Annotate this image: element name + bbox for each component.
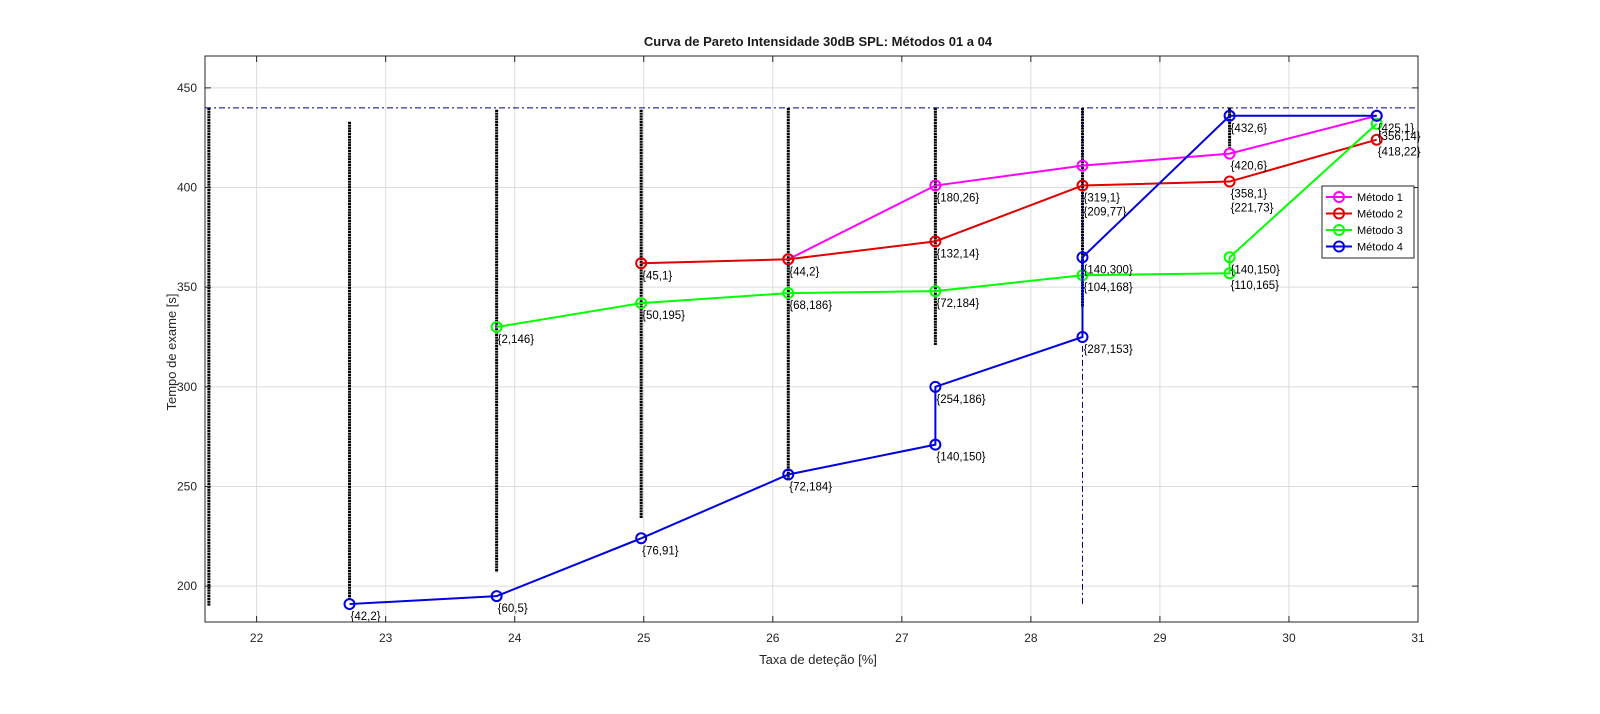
x-tick-label: 26	[766, 631, 780, 645]
series-marker	[1370, 133, 1383, 146]
series-marker	[929, 235, 942, 248]
data-label: {104,168}	[1083, 282, 1132, 294]
x-tick-label: 24	[508, 631, 522, 645]
data-label: {140,150}	[1231, 264, 1280, 276]
data-label: {356,14}	[1378, 131, 1421, 143]
data-label: {44,2}	[789, 266, 819, 278]
data-label: {432,6}	[1231, 123, 1268, 135]
x-tick-label: 23	[379, 631, 393, 645]
series-marker	[1223, 267, 1236, 280]
legend-entry: Método 1	[1357, 192, 1403, 204]
series-marker	[1370, 109, 1383, 122]
series-marker	[1076, 251, 1089, 264]
data-label: {418,22}	[1378, 147, 1421, 159]
series-marker	[1076, 331, 1089, 344]
data-label: {180,26}	[936, 193, 979, 205]
series-marker	[343, 598, 356, 611]
series-marker	[635, 297, 648, 310]
series-marker	[1223, 147, 1236, 160]
data-label: {60,5}	[498, 603, 528, 615]
data-label: {254,186}	[936, 394, 985, 406]
series-marker	[1370, 117, 1383, 130]
series-line	[349, 114, 1377, 606]
data-label: {45,1}	[642, 270, 672, 282]
data-label: {420,6}	[1231, 161, 1268, 173]
x-tick-label: 25	[637, 631, 651, 645]
data-label: {68,186}	[789, 300, 832, 312]
legend-marker	[1333, 240, 1345, 253]
point-labels: {180,26} {420,6} {425,1} {45,1} {44,2} {132,1…	[351, 123, 1421, 623]
data-label: {2,146}	[498, 334, 535, 346]
series-marker	[1223, 175, 1236, 188]
x-tick-label: 29	[1153, 631, 1167, 645]
x-tick-label: 22	[250, 631, 264, 645]
y-tick-label: 400	[177, 181, 197, 195]
series-marker	[490, 590, 503, 603]
series-lines	[343, 109, 1383, 611]
data-label: {132,14}	[936, 248, 979, 260]
series-marker	[1076, 159, 1089, 172]
series-marker	[1223, 109, 1236, 122]
plot-area	[205, 56, 1418, 622]
x-tick-label: 28	[1024, 631, 1038, 645]
y-tick-label: 200	[177, 579, 197, 593]
data-label: {358,1}	[1231, 189, 1268, 201]
series-marker	[635, 257, 648, 270]
legend-entry: Método 2	[1357, 209, 1403, 221]
data-label: {76,91}	[642, 545, 679, 557]
series-line	[787, 114, 1377, 261]
series-marker	[635, 532, 648, 545]
series-marker	[782, 468, 795, 481]
legend-marker	[1333, 224, 1345, 236]
data-label: {140,300}	[1083, 264, 1132, 276]
data-label: {319,1}	[1083, 193, 1120, 205]
data-label: {140,150}	[936, 452, 985, 464]
y-tick-label: 450	[177, 81, 197, 95]
data-label: {425,1}	[1378, 123, 1415, 135]
y-tick-label: 300	[177, 380, 197, 394]
axis-ticks: 22 23 24 25 26 27 28 29 30 31 200 250 300 350 400 450	[177, 56, 1425, 645]
reference-lines	[205, 107, 1418, 607]
data-label: {42,2}	[351, 611, 381, 623]
data-label: {50,195}	[642, 310, 685, 322]
series-marker	[929, 438, 942, 451]
data-label: {287,153}	[1083, 344, 1132, 356]
series-marker	[782, 287, 795, 300]
legend-entry: Método 3	[1357, 225, 1403, 237]
x-tick-label: 31	[1411, 631, 1425, 645]
data-label: {110,165}	[1231, 280, 1280, 292]
series-line	[641, 138, 1377, 265]
series-line	[496, 123, 1378, 329]
y-tick-label: 350	[177, 280, 197, 294]
legend-marker	[1333, 191, 1345, 203]
series-marker	[1223, 251, 1236, 264]
legend: Método 1 Método 2 Método 3 Método 4	[1321, 185, 1415, 259]
data-label: {209,77}	[1083, 207, 1126, 219]
data-label: {221,73}	[1231, 203, 1274, 215]
x-tick-label: 30	[1282, 631, 1296, 645]
legend-entry: Método 4	[1357, 242, 1403, 254]
x-tick-label: 27	[895, 631, 909, 645]
data-label: {72,184}	[789, 482, 832, 494]
series-marker	[490, 321, 503, 334]
x-axis-label: Taxa de deteção [%]	[759, 652, 877, 667]
data-label: {72,184}	[936, 298, 979, 310]
legend-marker	[1333, 207, 1345, 220]
series-marker	[929, 179, 942, 192]
series-marker	[1076, 179, 1089, 192]
series-marker	[929, 380, 942, 393]
series-marker	[929, 285, 942, 298]
y-axis-label: Tempo de exame [s]	[164, 293, 179, 410]
plot-frame	[204, 55, 1419, 623]
series-marker	[782, 253, 795, 266]
chart-title: Curva de Pareto Intensidade 30dB SPL: Mé…	[644, 34, 993, 49]
y-tick-label: 250	[177, 479, 197, 493]
